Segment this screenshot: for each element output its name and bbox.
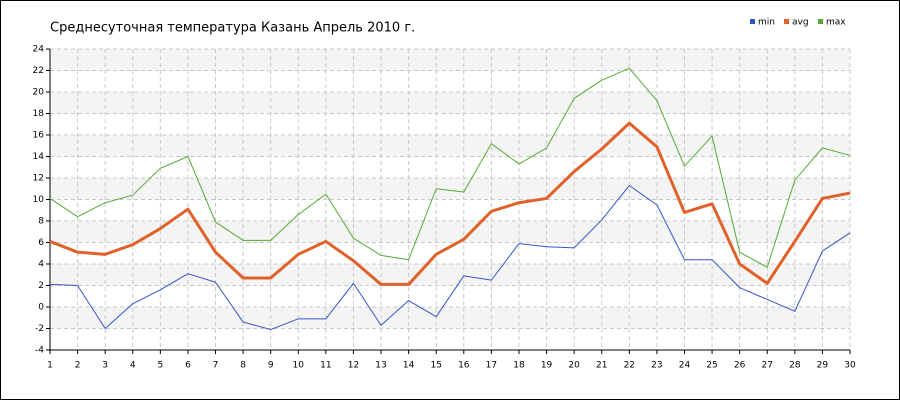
grid-band bbox=[50, 221, 850, 243]
x-tick-label: 10 bbox=[293, 361, 305, 371]
y-tick-label: 14 bbox=[33, 152, 45, 162]
y-tick-label: -4 bbox=[35, 346, 44, 356]
y-tick-label: 12 bbox=[33, 174, 44, 184]
y-tick-label: 18 bbox=[33, 109, 45, 119]
chart-title: Среднесуточная температура Казань Апрель… bbox=[50, 21, 415, 36]
y-tick-label: -2 bbox=[35, 324, 44, 334]
grid-band bbox=[50, 264, 850, 286]
x-tick-label: 21 bbox=[596, 361, 607, 371]
x-tick-label: 2 bbox=[75, 361, 81, 371]
x-tick-label: 8 bbox=[240, 361, 246, 371]
series-line bbox=[49, 185, 851, 331]
y-tick-label: 0 bbox=[38, 303, 44, 313]
y-tick-label: 4 bbox=[38, 260, 44, 270]
series-line bbox=[49, 67, 851, 268]
legend-swatch bbox=[818, 19, 823, 24]
x-tick-label: 5 bbox=[157, 361, 163, 371]
x-tick-label: 25 bbox=[706, 361, 717, 371]
x-tick-label: 20 bbox=[568, 361, 580, 371]
x-tick-label: 1 bbox=[47, 361, 53, 371]
grid-band bbox=[50, 135, 850, 157]
legend-label: min bbox=[758, 18, 775, 28]
x-tick-label: 19 bbox=[541, 361, 553, 371]
y-tick-label: 20 bbox=[33, 88, 45, 98]
legend-swatch bbox=[784, 19, 789, 24]
x-tick-label: 3 bbox=[102, 361, 108, 371]
series-line bbox=[49, 121, 851, 286]
x-tick-label: 15 bbox=[430, 361, 441, 371]
x-tick-label: 26 bbox=[734, 361, 746, 371]
y-tick-label: 6 bbox=[38, 238, 44, 248]
x-tick-label: 9 bbox=[268, 361, 274, 371]
x-tick-label: 11 bbox=[320, 361, 331, 371]
y-tick-label: 2 bbox=[38, 281, 44, 291]
grid-band bbox=[50, 49, 850, 71]
x-tick-label: 23 bbox=[651, 361, 662, 371]
x-tick-label: 24 bbox=[679, 361, 691, 371]
grid-band bbox=[50, 92, 850, 114]
legend-swatch bbox=[750, 19, 755, 24]
x-tick-label: 16 bbox=[458, 361, 470, 371]
x-tick-label: 4 bbox=[130, 361, 136, 371]
y-tick-label: 8 bbox=[38, 217, 44, 227]
x-tick-label: 29 bbox=[817, 361, 829, 371]
y-tick-label: 22 bbox=[33, 66, 44, 76]
x-tick-label: 14 bbox=[403, 361, 415, 371]
legend-label: avg bbox=[792, 18, 809, 28]
grid-band bbox=[50, 178, 850, 200]
y-tick-label: 24 bbox=[33, 45, 45, 55]
x-tick-label: 12 bbox=[348, 361, 359, 371]
legend-label: max bbox=[826, 18, 846, 28]
x-tick-label: 28 bbox=[789, 361, 801, 371]
y-tick-label: 16 bbox=[33, 131, 45, 141]
x-tick-label: 22 bbox=[624, 361, 635, 371]
x-tick-label: 13 bbox=[375, 361, 386, 371]
x-tick-label: 6 bbox=[185, 361, 191, 371]
x-tick-label: 17 bbox=[486, 361, 497, 371]
x-tick-label: 30 bbox=[844, 361, 856, 371]
x-tick-label: 7 bbox=[213, 361, 219, 371]
x-tick-label: 18 bbox=[513, 361, 525, 371]
x-tick-label: 27 bbox=[762, 361, 773, 371]
grid-band bbox=[50, 307, 850, 329]
y-tick-label: 10 bbox=[33, 195, 45, 205]
